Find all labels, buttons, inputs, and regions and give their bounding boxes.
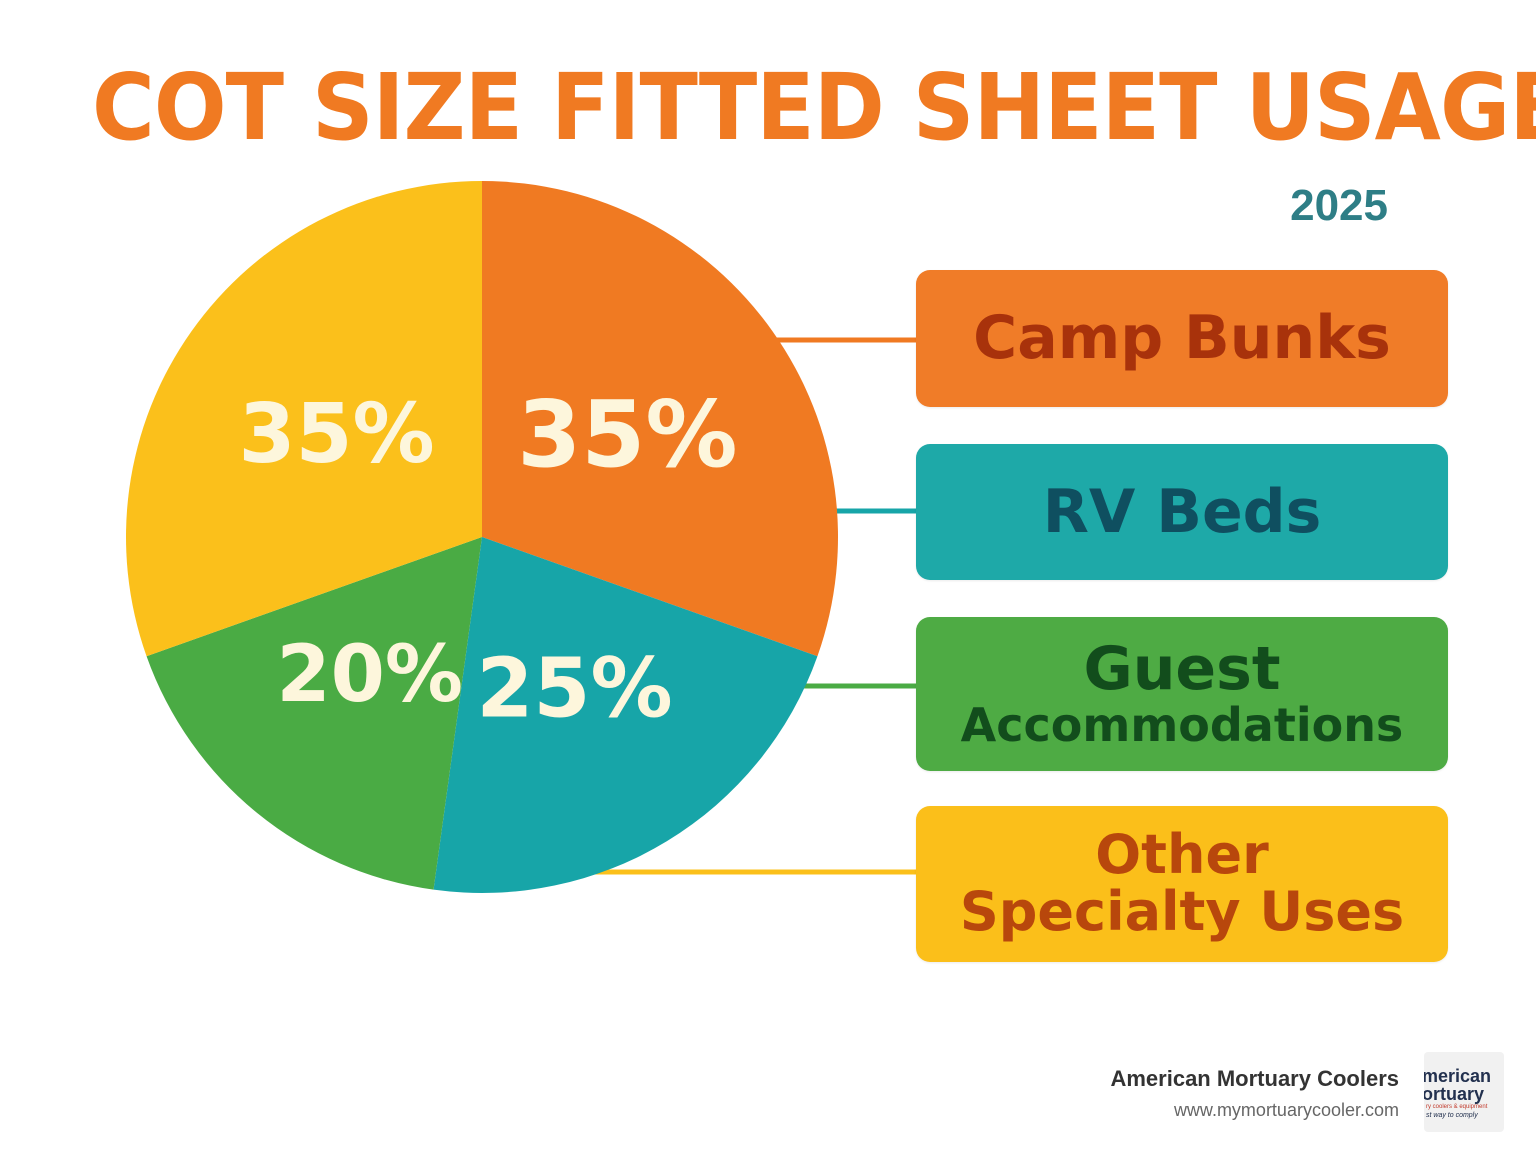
logo-text-1: merican (1424, 1066, 1492, 1086)
legend-rv-beds-label: RV Beds (1042, 476, 1322, 547)
chart-year: 2025 (1290, 181, 1388, 230)
logo-text-4: st way to comply (1426, 1112, 1478, 1119)
legend-camp-bunks: Camp Bunks (916, 270, 1448, 407)
legend-other-specialty-uses: Other Specialty Uses (916, 806, 1448, 962)
logo-text-2: ortuary (1424, 1084, 1485, 1104)
legend-camp-bunks-label: Camp Bunks (973, 303, 1391, 373)
legend-other-line2: Specialty Uses (959, 880, 1405, 943)
pie-slice-rv-beds (433, 537, 818, 893)
pie-label-camp-bunks: 35% (517, 381, 737, 488)
legend-other-line1: Other (1095, 823, 1269, 887)
footer-url[interactable]: www.mymortuarycooler.com (1173, 1100, 1399, 1120)
logo-text-3: ry coolers & equipment (1426, 1104, 1488, 1110)
company-logo: merican ortuary ry coolers & equipment s… (1424, 1052, 1504, 1132)
footer-company-name: American Mortuary Coolers (1110, 1066, 1399, 1091)
pie-slice-guest-accommodations (146, 537, 482, 890)
pie-label-other-specialty-uses: 35% (238, 387, 434, 482)
pie-slice-camp-bunks (482, 181, 838, 657)
chart-title: COT SIZE FITTED SHEET USAGE (92, 54, 1536, 161)
legend-guest-line2: Accommodations (960, 698, 1404, 753)
pie-label-guest-accommodations: 20% (276, 630, 463, 720)
pie-label-rv-beds: 25% (476, 642, 672, 737)
pie-slice-other-specialty-uses (126, 181, 482, 657)
legend-rv-beds: RV Beds (916, 444, 1448, 580)
legend-guest-accommodations: Guest Accommodations (916, 617, 1448, 771)
legend-guest-line1: Guest (1083, 634, 1281, 705)
